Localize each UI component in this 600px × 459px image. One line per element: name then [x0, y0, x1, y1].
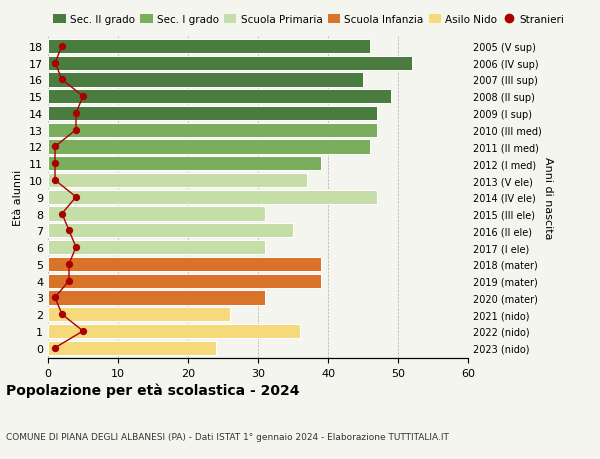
- Point: [57, 43, 67, 50]
- Bar: [48, 291, 265, 305]
- Bar: [48, 207, 265, 221]
- Bar: [48, 39, 370, 54]
- Y-axis label: Anni di nascita: Anni di nascita: [543, 156, 553, 239]
- Point: [64, 227, 74, 235]
- Bar: [48, 106, 377, 121]
- Bar: [48, 174, 307, 188]
- Point: [78, 328, 88, 335]
- Point: [50, 144, 60, 151]
- Legend: Sec. II grado, Sec. I grado, Scuola Primaria, Scuola Infanzia, Asilo Nido, Stran: Sec. II grado, Sec. I grado, Scuola Prim…: [53, 15, 564, 25]
- Point: [57, 210, 67, 218]
- Point: [50, 344, 60, 352]
- Point: [71, 127, 81, 134]
- Point: [71, 194, 81, 201]
- Bar: [48, 56, 412, 71]
- Point: [50, 294, 60, 302]
- Y-axis label: Età alunni: Età alunni: [13, 169, 23, 225]
- Point: [57, 77, 67, 84]
- Bar: [48, 90, 391, 104]
- Bar: [48, 308, 230, 322]
- Point: [64, 277, 74, 285]
- Bar: [48, 324, 300, 338]
- Bar: [48, 257, 321, 271]
- Bar: [48, 190, 377, 204]
- Point: [50, 160, 60, 168]
- Text: Popolazione per età scolastica - 2024: Popolazione per età scolastica - 2024: [6, 382, 299, 397]
- Point: [71, 110, 81, 118]
- Point: [50, 60, 60, 67]
- Bar: [48, 224, 293, 238]
- Bar: [48, 123, 377, 138]
- Bar: [48, 241, 265, 255]
- Bar: [48, 274, 321, 288]
- Point: [78, 93, 88, 101]
- Point: [64, 261, 74, 268]
- Bar: [48, 140, 370, 154]
- Point: [50, 177, 60, 185]
- Bar: [48, 157, 321, 171]
- Bar: [48, 73, 363, 87]
- Point: [71, 244, 81, 251]
- Point: [57, 311, 67, 318]
- Text: COMUNE DI PIANA DEGLI ALBANESI (PA) - Dati ISTAT 1° gennaio 2024 - Elaborazione : COMUNE DI PIANA DEGLI ALBANESI (PA) - Da…: [6, 431, 449, 441]
- Bar: [48, 341, 216, 355]
